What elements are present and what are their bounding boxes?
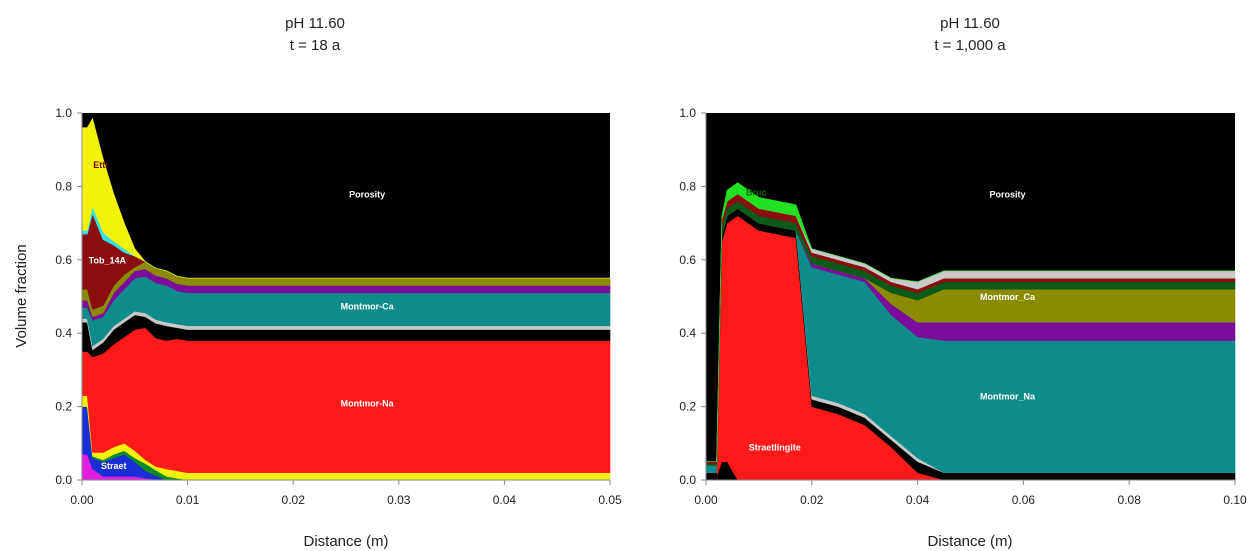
chart-right-ytick-label: 0.2 [679, 400, 696, 414]
chart-right-areas [705, 182, 1236, 481]
chart-right: pH 11.60 t = 1,000 a Porosity Montmor_Ca M… [679, 15, 1247, 550]
chart-left-xtick-label: 0.00 [70, 493, 94, 507]
chart-right-label-bruc: Bruc [746, 188, 767, 198]
chart-right-ytick-label: 1.0 [679, 106, 696, 120]
chart-left-ticks: 0.00 0.01 0.02 0.03 0.04 0.05 0.0 0.2 0.4 0.6 0.8 1… [55, 106, 622, 507]
chart-right-title: pH 11.60 [940, 15, 1000, 32]
chart-right-subtitle: t = 1,000 a [934, 37, 1006, 54]
chart-right-xtick-label: 0.08 [1118, 493, 1142, 507]
chart-left-areas [81, 117, 611, 481]
chart-right-xtick-label: 0.04 [906, 493, 930, 507]
chart-left-ytick-label: 0.8 [55, 179, 72, 193]
chart-right-xtick-label: 0.02 [800, 493, 824, 507]
chart-left-label-montmor-na: Montmor-Na [341, 399, 395, 409]
chart-left-xlabel: Distance (m) [303, 533, 388, 550]
chart-right-xtick-label: 0.00 [694, 493, 718, 507]
chart-right-label-porosity: Porosity [989, 189, 1025, 199]
chart-right-area-bruc [706, 182, 1235, 462]
chart-left-area-ettr [81, 117, 610, 279]
chart-left-xtick-label: 0.03 [387, 493, 411, 507]
chart-left-ylabel: Volume fraction [13, 244, 30, 347]
chart-left-subtitle: t = 18 a [290, 37, 341, 54]
chart-right-xtick-label: 0.06 [1012, 493, 1036, 507]
chart-left-label-tob-14a: Tob_14A [89, 256, 127, 266]
chart-left-label-montmor-ca: Montmor-Ca [341, 301, 395, 311]
chart-right-ytick-label: 0.0 [679, 473, 696, 487]
chart-left-label-ettr: Ettr [93, 160, 109, 170]
chart-right-xtick-label: 0.10 [1223, 493, 1247, 507]
chart-left-xtick-label: 0.02 [282, 493, 306, 507]
chart-left-ytick-label: 0.6 [55, 253, 72, 267]
chart-right-label-montmor-na: Montmor_Na [980, 391, 1036, 401]
chart-left-ytick-label: 0.0 [55, 473, 72, 487]
chart-left-xtick-label: 0.01 [176, 493, 200, 507]
chart-left-ytick-label: 1.0 [55, 106, 72, 120]
chart-right-labels: Porosity Montmor_Ca Montmor_Na Straetlingit… [746, 188, 1036, 453]
chart-left-label-straet: Straet [101, 461, 127, 471]
chart-left-labels: Porosity Montmor-Ca Montmor-Na Tob_14A Ettr S… [89, 160, 395, 471]
chart-right-ticks: 0.00 0.02 0.04 0.06 0.08 0.10 0.0 0.2 0.4 0.6 0.8 1… [679, 106, 1247, 507]
chart-left-xtick-label: 0.05 [598, 493, 622, 507]
chart-right-ytick-label: 0.4 [679, 326, 696, 340]
chart-left-label-porosity: Porosity [349, 189, 385, 199]
chart-left-title: pH 11.60 [285, 15, 345, 32]
chart-right-label-montmor-ca: Montmor_Ca [980, 292, 1036, 302]
chart-left-xtick-label: 0.04 [493, 493, 517, 507]
chart-right-xlabel: Distance (m) [927, 533, 1012, 550]
chart-left: pH 11.60 t = 18 a Porosity Montmor-Ca Mont… [13, 15, 622, 550]
chart-right-label-straetlingite: Straetlingite [749, 443, 801, 453]
chart-left-ytick-label: 0.2 [55, 400, 72, 414]
chart-right-ytick-label: 0.6 [679, 253, 696, 267]
chart-right-ytick-label: 0.8 [679, 179, 696, 193]
chart-left-ytick-label: 0.4 [55, 326, 72, 340]
